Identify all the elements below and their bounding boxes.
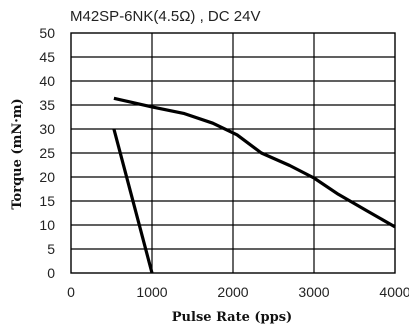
plot-frame [70,32,396,274]
series-line-2 [112,128,154,274]
y-tick-label: 45 [39,49,55,65]
chart-title: M42SP-6NK(4.5Ω) , DC 24V [70,8,260,25]
y-tick-label: 25 [39,145,55,161]
chart-grid [71,33,395,273]
y-tick-labels: 0 5 10 15 20 25 30 35 40 45 50 [39,25,55,281]
y-tick-label: 40 [39,73,55,89]
y-tick-label: 0 [47,265,55,281]
x-tick-label: 0 [67,284,75,300]
x-tick-labels: 0 1000 2000 3000 4000 [67,284,409,300]
y-tick-label: 5 [47,241,55,257]
x-axis-label: Pulse Rate (pps) [172,310,292,325]
y-tick-label: 10 [39,217,55,233]
y-axis-label: Torque (mN·m) [10,98,25,209]
x-tick-label: 1000 [136,284,167,300]
y-tick-label: 20 [39,169,55,185]
y-tick-label: 30 [39,121,55,137]
series-line-1 [113,96,396,229]
y-tick-label: 35 [39,97,55,113]
y-tick-label: 50 [39,25,55,41]
x-tick-label: 4000 [379,284,409,300]
plot-frame-layer [70,32,396,274]
x-tick-label: 3000 [298,284,329,300]
x-tick-label: 2000 [217,284,248,300]
series-layer [112,96,396,274]
y-tick-label: 15 [39,193,55,209]
